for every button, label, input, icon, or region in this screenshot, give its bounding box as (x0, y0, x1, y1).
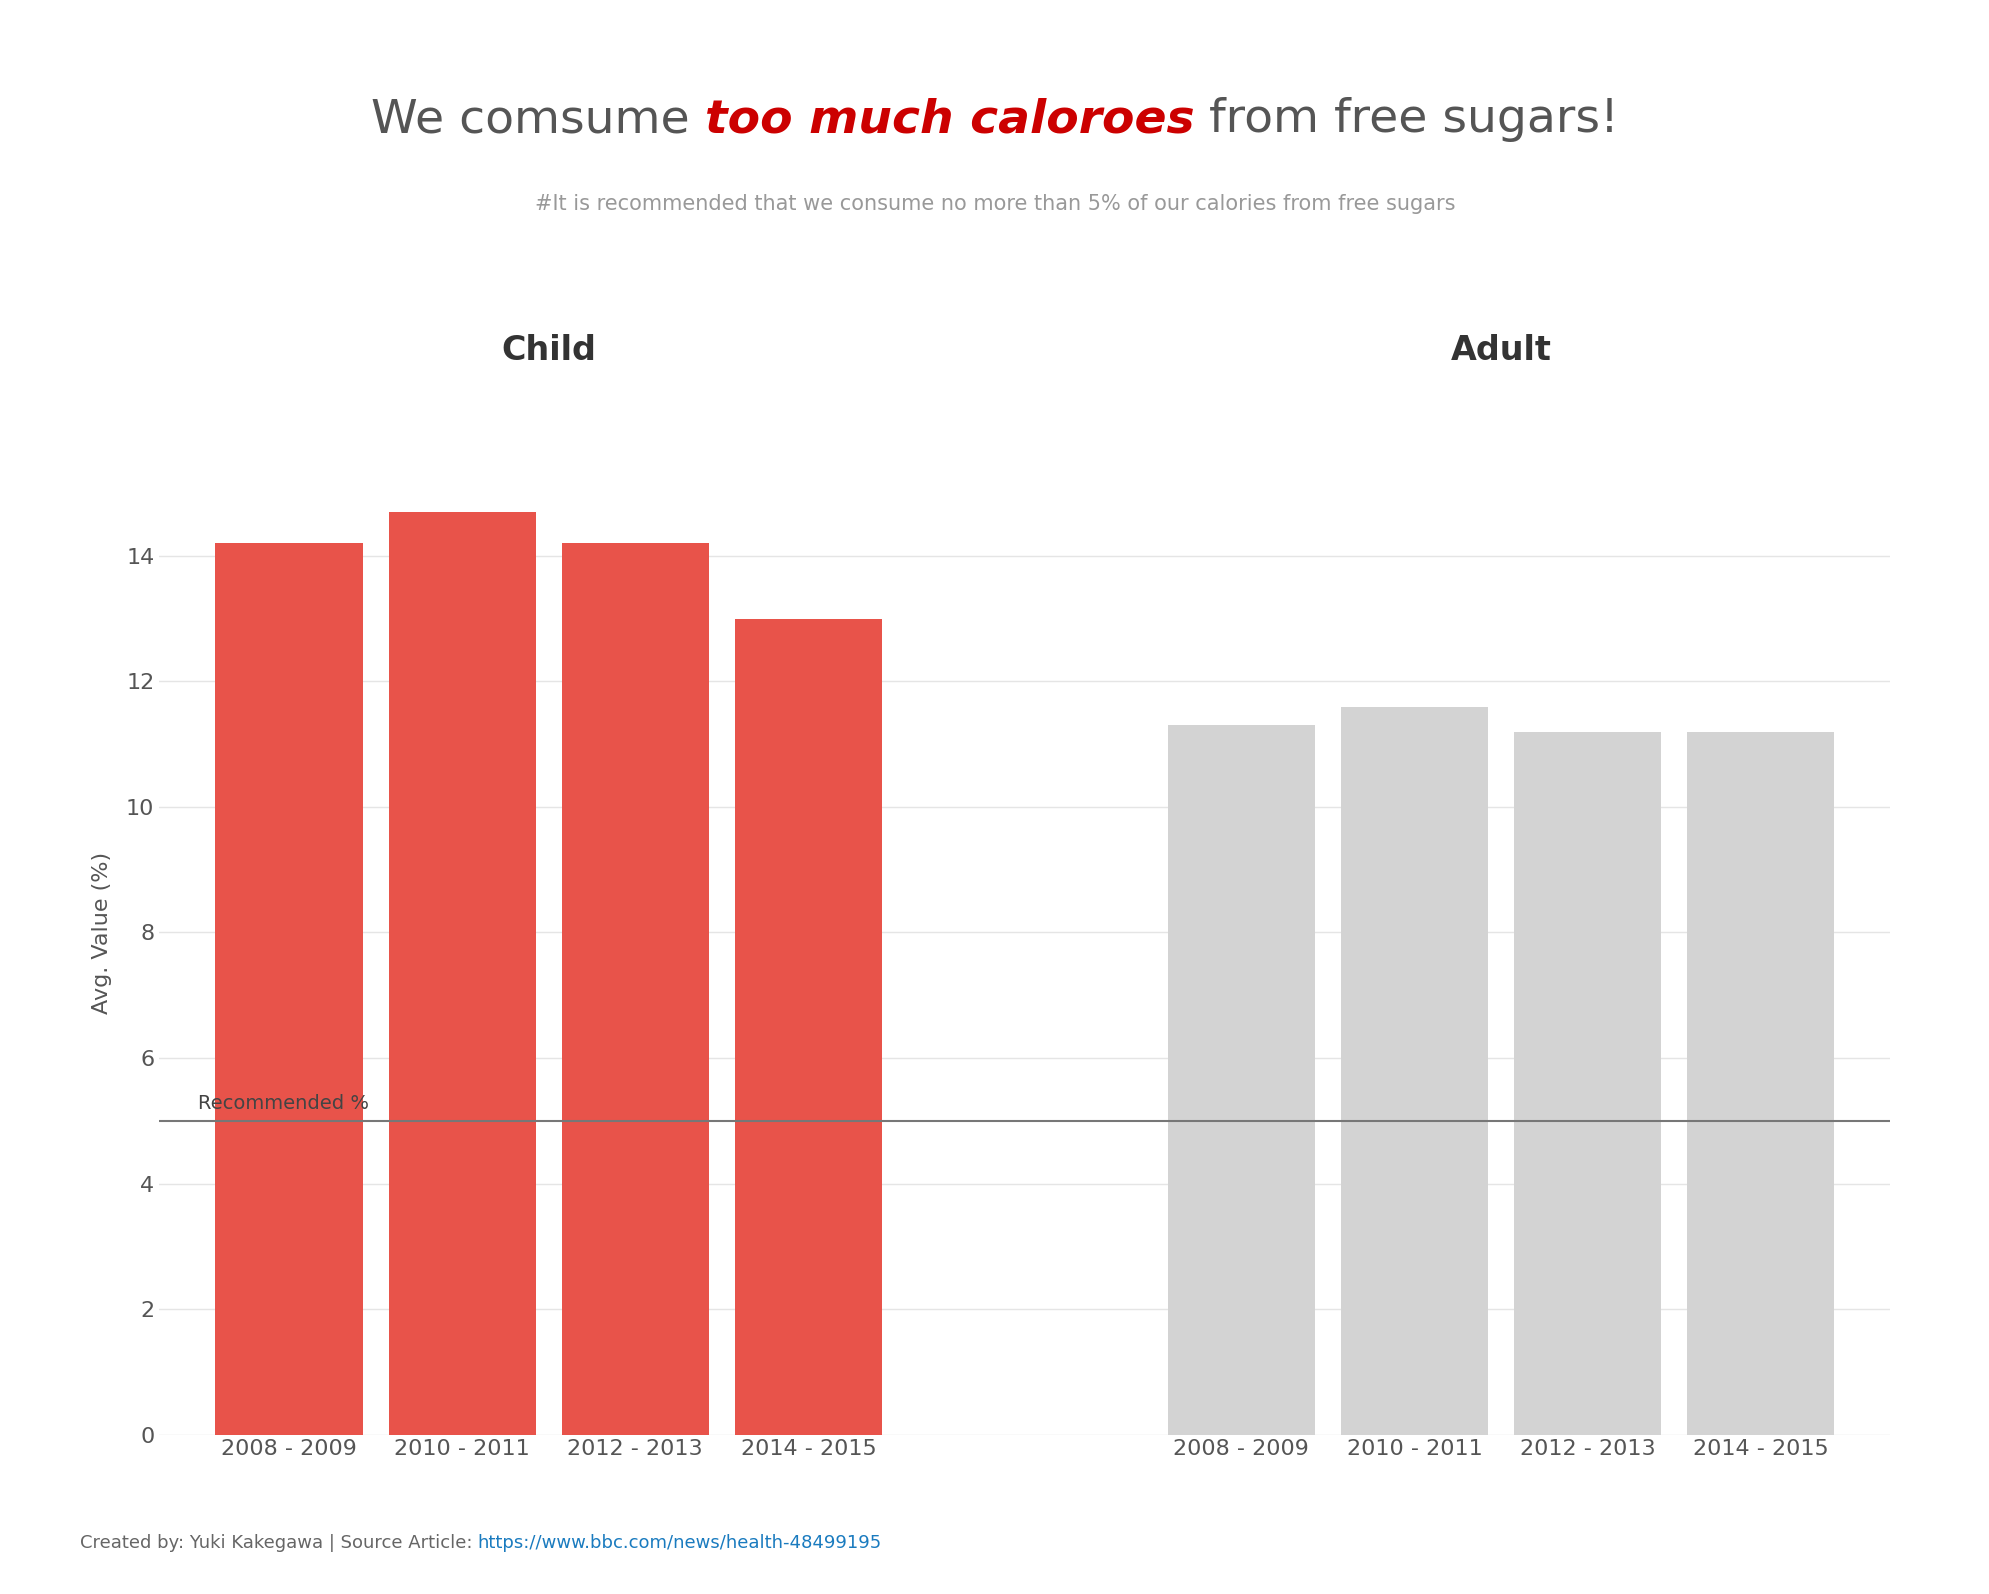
Text: Adult: Adult (1450, 333, 1551, 367)
Text: Child: Child (501, 333, 597, 367)
Bar (1514, 732, 1661, 1435)
Text: Created by: Yuki Kakegawa | Source Article:: Created by: Yuki Kakegawa | Source Artic… (80, 1533, 477, 1553)
Bar (1168, 725, 1315, 1435)
Bar (734, 618, 881, 1435)
Bar (215, 544, 362, 1435)
Text: too much caloroes: too much caloroes (704, 97, 1193, 142)
Bar (388, 512, 535, 1435)
Text: https://www.bbc.com/news/health-48499195: https://www.bbc.com/news/health-48499195 (477, 1533, 881, 1553)
Text: from free sugars!: from free sugars! (1193, 97, 1619, 142)
Text: #It is recommended that we consume no more than 5% of our calories from free sug: #It is recommended that we consume no mo… (535, 194, 1454, 214)
Bar (1687, 732, 1834, 1435)
Y-axis label: Avg. Value (%): Avg. Value (%) (91, 851, 111, 1014)
Bar (1341, 706, 1488, 1435)
Text: We comsume: We comsume (370, 97, 704, 142)
Bar (561, 544, 708, 1435)
Text: Recommended %: Recommended % (199, 1093, 370, 1113)
